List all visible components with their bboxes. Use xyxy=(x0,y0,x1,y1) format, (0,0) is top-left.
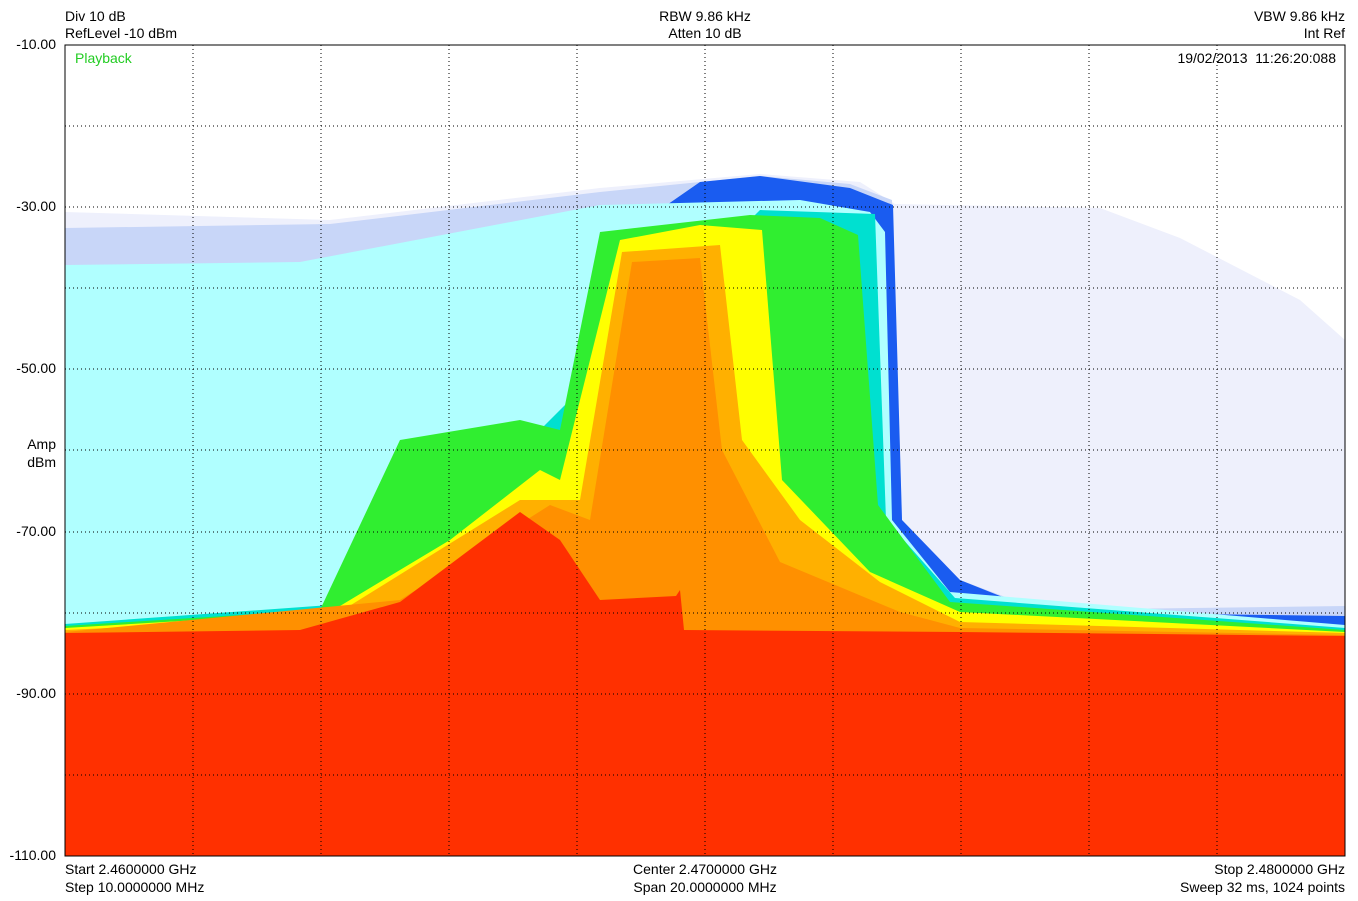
y-tick-label: -30.00 xyxy=(16,198,56,215)
vbw-label: VBW 9.86 kHz xyxy=(1253,8,1345,24)
y-unit-label: dBm xyxy=(27,454,56,470)
atten-label: Atten 10 dB xyxy=(668,25,742,41)
y-tick-label: -110.00 xyxy=(9,847,56,863)
y-tick-label: -90.00 xyxy=(16,684,56,701)
center-label: Center 2.4700000 GHz xyxy=(633,861,777,877)
y-tick-label: -10.00 xyxy=(16,36,56,52)
grid xyxy=(65,45,1345,856)
y-unit-label: Amp xyxy=(27,436,56,452)
rbw-label: RBW 9.86 kHz xyxy=(659,8,751,24)
plot-border xyxy=(64,44,1346,857)
stop-label: Stop 2.4800000 GHz xyxy=(1214,861,1345,877)
timestamp: 19/02/2013 11:26:20:088 xyxy=(1177,50,1336,66)
sweep-label: Sweep 32 ms, 1024 points xyxy=(1180,879,1345,895)
div-label: Div 10 dB xyxy=(65,8,126,24)
ref-level-label: RefLevel -10 dBm xyxy=(65,25,178,41)
start-label: Start 2.4600000 GHz xyxy=(65,861,197,877)
mode-label: Playback xyxy=(75,50,132,66)
y-tick-label: -50.00 xyxy=(16,360,56,377)
y-tick-label: -70.00 xyxy=(16,522,56,539)
span-label: Span 20.0000000 MHz xyxy=(633,879,777,895)
ref-source-label: Int Ref xyxy=(1303,25,1345,41)
step-label: Step 10.0000000 MHz xyxy=(65,879,205,895)
